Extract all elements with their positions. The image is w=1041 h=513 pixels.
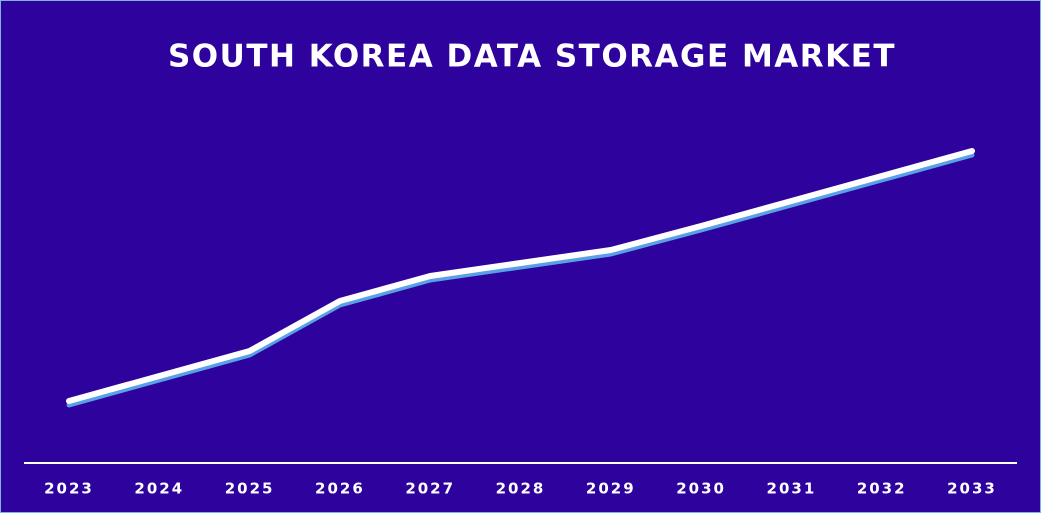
x-tick-label: 2025 <box>225 480 275 498</box>
x-tick-label: 2023 <box>44 480 94 498</box>
x-tick-label: 2027 <box>405 480 455 498</box>
x-tick-label: 2024 <box>134 480 184 498</box>
x-tick-label: 2029 <box>586 480 636 498</box>
line <box>66 148 975 404</box>
x-tick-label: 2033 <box>947 480 997 498</box>
line-shadow <box>66 152 975 408</box>
x-tick-label: 2030 <box>676 480 726 498</box>
x-tick-label: 2032 <box>857 480 907 498</box>
x-tick-label: 2031 <box>767 480 817 498</box>
x-tick-label: 2026 <box>315 480 365 498</box>
chart-title: SOUTH KOREA DATA STORAGE MARKET <box>168 39 896 75</box>
x-tick-label: 2028 <box>496 480 546 498</box>
